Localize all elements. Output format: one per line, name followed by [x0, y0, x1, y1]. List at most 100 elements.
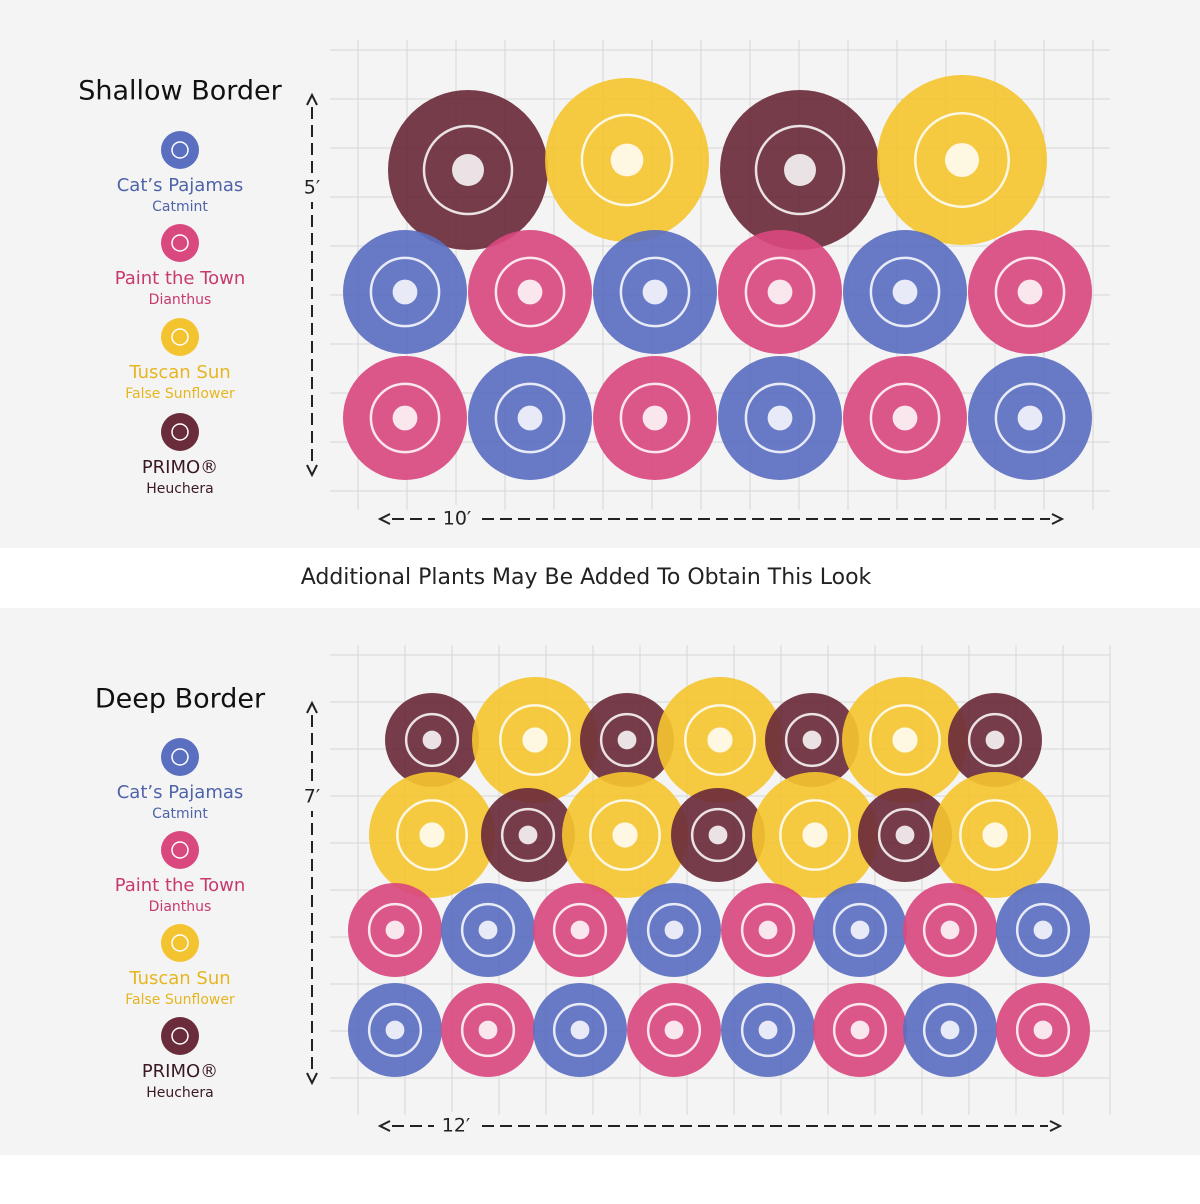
plant-motif [850, 1020, 870, 1040]
legend-type: False Sunflower [125, 992, 235, 1008]
plant-motif [570, 1020, 590, 1040]
legend-type: Dianthus [149, 292, 212, 308]
plant-motif [419, 822, 445, 848]
plant-motif [392, 405, 418, 431]
plant-motif [802, 822, 828, 848]
plant-motif [642, 405, 668, 431]
plant-motif [422, 124, 514, 216]
plant-motif [367, 902, 423, 958]
legend-type: False Sunflower [125, 386, 235, 402]
plant-motif [460, 1002, 516, 1058]
arrow-head [377, 513, 391, 525]
label-bg [298, 174, 326, 202]
plant-motif [664, 1020, 684, 1040]
plant-motif [617, 730, 637, 750]
plant-motif [385, 1020, 405, 1040]
plant-motif [478, 1020, 498, 1040]
plant-motif [740, 902, 796, 958]
legend-type: Catmint [152, 806, 208, 822]
plant-motif [707, 727, 733, 753]
plant-motif [869, 382, 941, 454]
plant-motif [877, 807, 933, 863]
legend-name: Paint the Town [115, 875, 246, 896]
legend-icon-motif [171, 841, 189, 859]
plant-motif [494, 382, 566, 454]
label-bg [435, 505, 479, 533]
plant-motif [522, 727, 548, 753]
legend-icon-motif [171, 328, 189, 346]
legend-type: Heuchera [146, 1085, 214, 1101]
legend-icon [161, 738, 199, 776]
plant-motif [369, 382, 441, 454]
plant-motif [478, 920, 498, 940]
arrow-head [1051, 513, 1065, 525]
plant-motif [500, 807, 556, 863]
legend-name: PRIMO® [142, 1061, 218, 1082]
legend-icon-motif [171, 1027, 189, 1045]
plant-motif [422, 730, 442, 750]
label-bg [298, 783, 326, 811]
plant-motif [1017, 279, 1043, 305]
plant-motif [499, 704, 571, 776]
plant-motif [570, 920, 590, 940]
legend-name: Cat’s Pajamas [117, 175, 244, 196]
note: Additional Plants May Be Added To Obtain… [301, 565, 872, 590]
plant-motif [922, 902, 978, 958]
plant-motif [517, 279, 543, 305]
plant-motif [967, 712, 1023, 768]
legend-icon [161, 924, 199, 962]
plant-motif [619, 256, 691, 328]
plant-motif [869, 704, 941, 776]
plant-motif [642, 279, 668, 305]
legend-icon [161, 224, 199, 262]
plant-motif [744, 256, 816, 328]
legend-name: Cat’s Pajamas [117, 782, 244, 803]
plant-motif [599, 712, 655, 768]
plant-motif [646, 902, 702, 958]
plant-motif [460, 902, 516, 958]
plant-motif [832, 1002, 888, 1058]
legend-icon [161, 131, 199, 169]
plant-motif [744, 382, 816, 454]
legend-type: Dianthus [149, 899, 212, 915]
plant-motif [396, 799, 468, 871]
plant-motif [994, 382, 1066, 454]
plant-motif [922, 1002, 978, 1058]
plant-motif [892, 279, 918, 305]
legend-icon [161, 1017, 199, 1055]
panel-title: Shallow Border [78, 76, 282, 107]
plant-motif [684, 704, 756, 776]
plant-motif [802, 730, 822, 750]
plant-motif [784, 154, 816, 186]
arrow-head [306, 92, 318, 106]
legend-icon-motif [171, 423, 189, 441]
plant-motif [1033, 1020, 1053, 1040]
plant-motif [610, 143, 644, 177]
plant-motif [945, 143, 979, 177]
width-label: 12′ [442, 1115, 471, 1137]
plant-motif [708, 825, 728, 845]
plant-motif [994, 256, 1066, 328]
plant-motif [758, 920, 778, 940]
legend-icon [161, 831, 199, 869]
plant-motif [740, 1002, 796, 1058]
plant-motif [767, 279, 793, 305]
arrow-head [306, 700, 318, 714]
plant-motif [494, 256, 566, 328]
plant-motif [518, 825, 538, 845]
plant-motif [940, 920, 960, 940]
plant-motif [892, 727, 918, 753]
legend-icon-motif [171, 934, 189, 952]
legend-icon-motif [171, 234, 189, 252]
plant-motif [1017, 405, 1043, 431]
plant-motif [985, 730, 1005, 750]
height-label: 7′ [304, 786, 320, 808]
plant-motif [589, 799, 661, 871]
plant-motif [690, 807, 746, 863]
plant-motif [892, 405, 918, 431]
plant-motif [552, 1002, 608, 1058]
legend-name: Paint the Town [115, 268, 246, 289]
plant-motif [517, 405, 543, 431]
label-bg [434, 1112, 478, 1140]
